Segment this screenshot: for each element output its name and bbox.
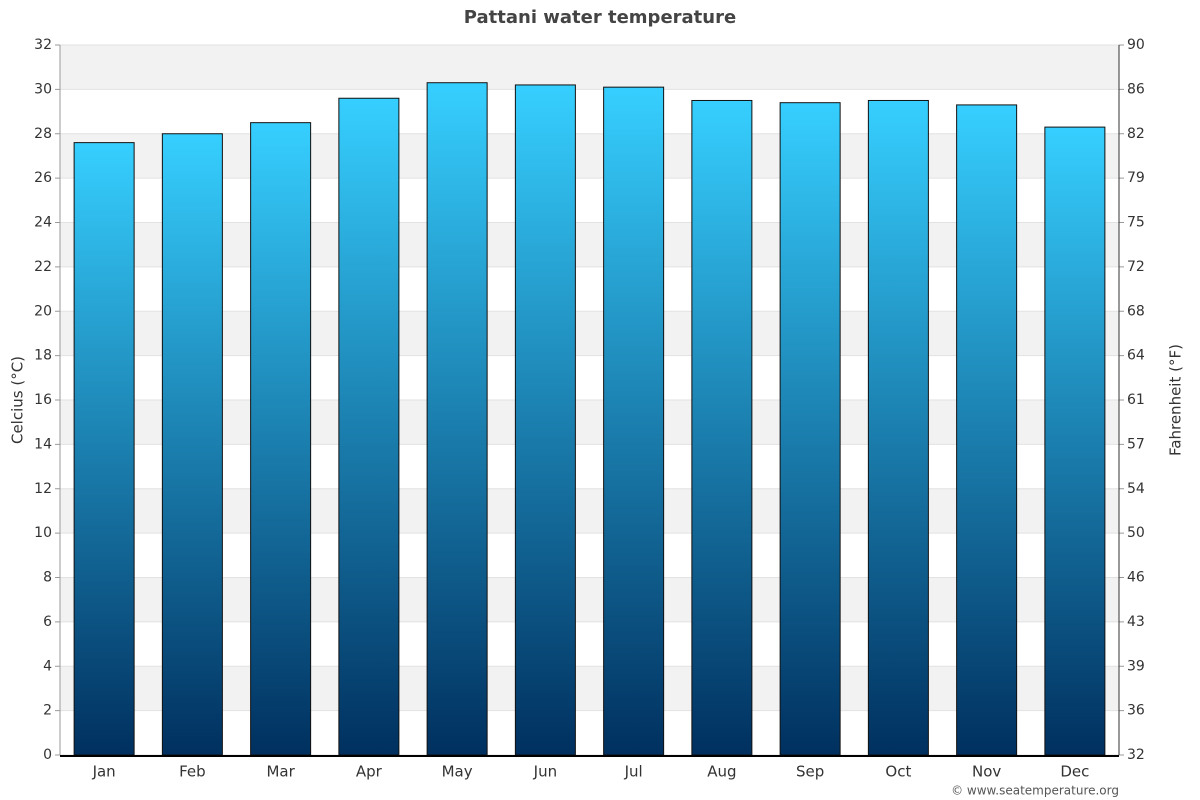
- y-tick-label: 32: [34, 37, 52, 53]
- bar: [338, 97, 400, 756]
- x-tick-label: Aug: [707, 763, 736, 781]
- y2-tick-label: 46: [1127, 570, 1145, 586]
- y-tick-label: 8: [43, 570, 52, 586]
- y2-tick-label: 32: [1127, 747, 1145, 763]
- y-tick-label: 16: [34, 392, 52, 408]
- x-tick-label: Jul: [624, 763, 643, 781]
- y-tick-label: 20: [34, 303, 52, 319]
- bar: [867, 99, 929, 756]
- x-tick-label: Dec: [1060, 763, 1089, 781]
- y2-axis-label: Fahrenheit (°F): [1167, 344, 1185, 456]
- y2-tick-label: 54: [1127, 481, 1145, 497]
- grid-band: [60, 488, 1119, 534]
- x-tick-label: Jan: [92, 763, 116, 781]
- x-tick-label: Nov: [972, 763, 1001, 781]
- bar: [1044, 126, 1106, 756]
- bar: [250, 122, 312, 756]
- x-tick-label: Jun: [533, 763, 557, 781]
- grid-band: [60, 400, 1119, 445]
- bar: [514, 84, 576, 756]
- y2-tick-label: 39: [1127, 658, 1145, 674]
- y2-tick-label: 43: [1127, 614, 1145, 630]
- y-tick-label: 22: [34, 259, 52, 275]
- bar: [73, 142, 135, 756]
- y-tick-label: 14: [34, 436, 52, 452]
- bar: [603, 86, 665, 756]
- chart-title: Pattani water temperature: [464, 7, 736, 28]
- y-tick-label: 6: [43, 614, 52, 630]
- y2-tick-label: 82: [1127, 126, 1145, 142]
- y2-tick-label: 90: [1127, 37, 1145, 53]
- bar: [161, 133, 223, 756]
- grid-band: [60, 222, 1119, 267]
- y2-tick-label: 72: [1127, 259, 1145, 275]
- x-tick-label: Sep: [796, 763, 824, 781]
- y2-tick-label: 75: [1127, 215, 1145, 231]
- y-tick-label: 28: [34, 126, 52, 142]
- y-tick-label: 10: [34, 525, 52, 541]
- y2-tick-label: 36: [1127, 703, 1145, 719]
- y-tick-label: 0: [43, 747, 52, 763]
- y2-tick-label: 64: [1127, 348, 1145, 364]
- grid-band: [60, 133, 1119, 179]
- grid-band: [60, 577, 1119, 622]
- y2-tick-label: 79: [1127, 170, 1145, 186]
- y-tick-label: 26: [34, 170, 52, 186]
- y-tick-label: 24: [34, 215, 52, 231]
- x-tick-label: Oct: [885, 763, 911, 781]
- y-tick-label: 12: [34, 481, 52, 497]
- y2-tick-label: 50: [1127, 525, 1145, 541]
- y-axis-label: Celcius (°C): [9, 356, 27, 444]
- y2-tick-label: 57: [1127, 436, 1145, 452]
- y2-tick-label: 86: [1127, 81, 1145, 97]
- y2-tick-label: 68: [1127, 303, 1145, 319]
- y-tick-label: 4: [43, 658, 52, 674]
- credit: © www.seatemperature.org: [951, 784, 1119, 798]
- x-tick-label: May: [442, 763, 473, 781]
- grid-band: [60, 45, 1119, 90]
- y-tick-label: 2: [43, 703, 52, 719]
- grid-band: [60, 666, 1119, 711]
- grid-band: [60, 311, 1119, 356]
- y-tick-label: 30: [34, 81, 52, 97]
- x-tick-label: Mar: [266, 763, 295, 781]
- x-tick-label: Apr: [356, 763, 383, 781]
- bar: [426, 82, 488, 756]
- x-tick-label: Feb: [179, 763, 206, 781]
- bar: [956, 104, 1018, 756]
- bar: [779, 102, 841, 756]
- bar: [691, 99, 753, 756]
- y2-tick-label: 61: [1127, 392, 1145, 408]
- y-tick-label: 18: [34, 348, 52, 364]
